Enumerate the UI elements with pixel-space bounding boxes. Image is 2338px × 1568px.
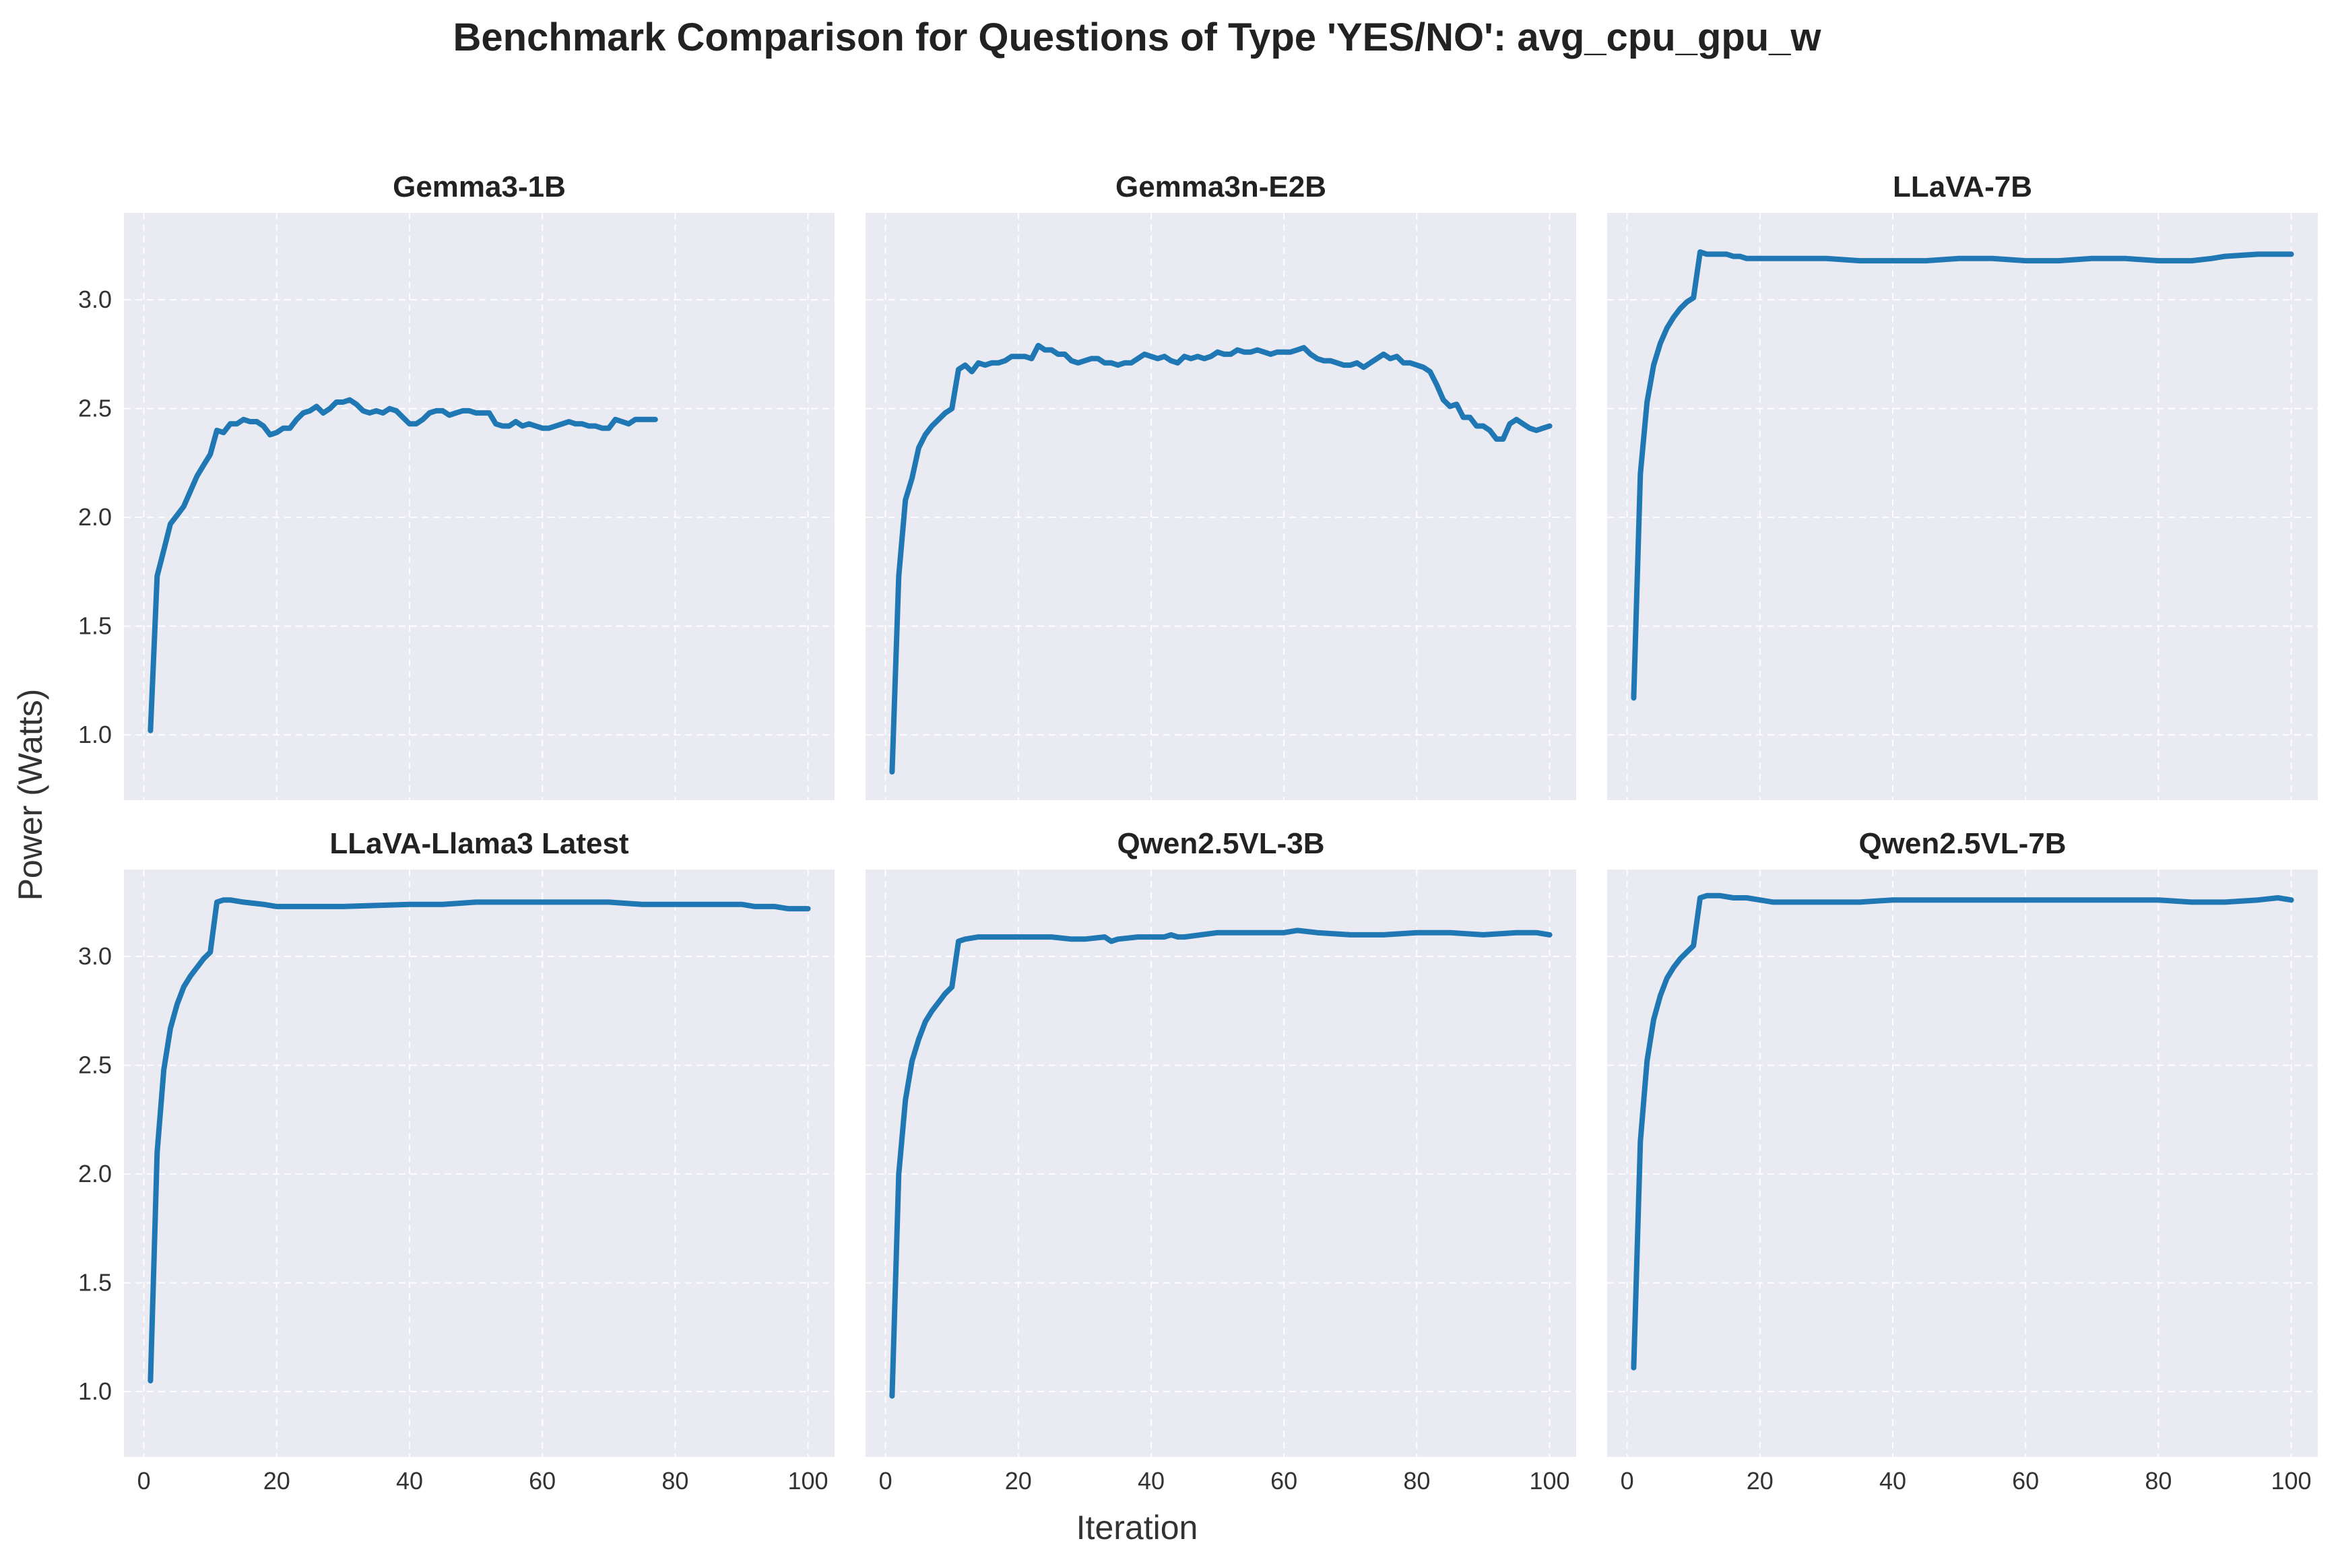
y-tick-label: 2.0 bbox=[78, 1160, 112, 1187]
power-line-series bbox=[1631, 892, 2294, 1371]
y-tick-label: 2.5 bbox=[78, 395, 112, 422]
x-tick-label: 60 bbox=[2012, 1467, 2039, 1495]
power-line-series bbox=[889, 927, 1553, 1399]
x-tick-label: 80 bbox=[661, 1467, 688, 1495]
x-tick-label: 100 bbox=[1530, 1467, 1570, 1495]
y-tick-label: 1.0 bbox=[78, 1377, 112, 1405]
panel-background bbox=[866, 870, 1576, 1457]
power-line-series bbox=[148, 397, 658, 733]
chart-title: Benchmark Comparison for Questions of Ty… bbox=[453, 15, 1821, 59]
panel-title: Gemma3n-E2B bbox=[1115, 170, 1326, 203]
panel-background bbox=[124, 213, 835, 800]
x-tick-label: 80 bbox=[2145, 1467, 2172, 1495]
y-tick-label: 1.5 bbox=[78, 1269, 112, 1297]
y-tick-label: 2.5 bbox=[78, 1051, 112, 1079]
y-axis-label: Power (Watts) bbox=[11, 689, 49, 901]
panel-5: 0 20 40 60 80 100 Qwen2.5VL-3B bbox=[866, 827, 1576, 1495]
power-line-series bbox=[889, 343, 1553, 775]
panel-3: LLaVA-7B bbox=[1607, 170, 2318, 800]
panel-title: LLaVA-Llama3 Latest bbox=[329, 827, 629, 860]
x-tick-label: 60 bbox=[1270, 1467, 1297, 1495]
x-tick-label: 40 bbox=[1879, 1467, 1906, 1495]
panel-background bbox=[124, 870, 835, 1457]
panel-6: 0 20 40 60 80 100 Qwen2.5VL-7B bbox=[1607, 827, 2318, 1495]
y-tick-label: 1.5 bbox=[78, 612, 112, 640]
power-line-series bbox=[148, 897, 811, 1383]
x-tick-label: 40 bbox=[1138, 1467, 1165, 1495]
panel-title: Qwen2.5VL-3B bbox=[1117, 827, 1324, 860]
x-tick-label: 0 bbox=[137, 1467, 151, 1495]
panel-title: Gemma3-1B bbox=[393, 170, 566, 203]
y-tick-label: 3.0 bbox=[78, 286, 112, 313]
x-axis-label: Iteration bbox=[1076, 1509, 1198, 1546]
x-tick-label: 80 bbox=[1403, 1467, 1430, 1495]
panel-title: Qwen2.5VL-7B bbox=[1858, 827, 2066, 860]
x-tick-label: 100 bbox=[788, 1467, 829, 1495]
panels-group: 1.0 1.5 2.0 2.5 3.0 Gemma3-1B Gemma3n-E2B LLaVA… bbox=[78, 170, 2318, 1495]
panel-background bbox=[866, 213, 1576, 800]
y-tick-label: 3.0 bbox=[78, 942, 112, 970]
x-tick-label: 20 bbox=[1005, 1467, 1032, 1495]
panel-background bbox=[1607, 213, 2318, 800]
x-tick-label: 0 bbox=[879, 1467, 892, 1495]
x-tick-label: 100 bbox=[2271, 1467, 2312, 1495]
x-tick-label: 0 bbox=[1621, 1467, 1634, 1495]
x-tick-label: 60 bbox=[529, 1467, 556, 1495]
x-tick-label: 20 bbox=[1747, 1467, 1774, 1495]
power-line-series bbox=[1631, 249, 2294, 701]
panel-background bbox=[1607, 870, 2318, 1457]
panel-4: 0 20 40 60 80 100 1.0 1.5 2.0 2.5 3.0 LLaVA-Llama3 … bbox=[78, 827, 835, 1495]
y-tick-label: 1.0 bbox=[78, 721, 112, 748]
x-tick-label: 20 bbox=[263, 1467, 290, 1495]
panel-2: Gemma3n-E2B bbox=[866, 170, 1576, 800]
panel-1: 1.0 1.5 2.0 2.5 3.0 Gemma3-1B bbox=[78, 170, 835, 800]
y-tick-label: 2.0 bbox=[78, 503, 112, 531]
x-tick-label: 40 bbox=[396, 1467, 423, 1495]
panel-title: LLaVA-7B bbox=[1893, 170, 2032, 203]
